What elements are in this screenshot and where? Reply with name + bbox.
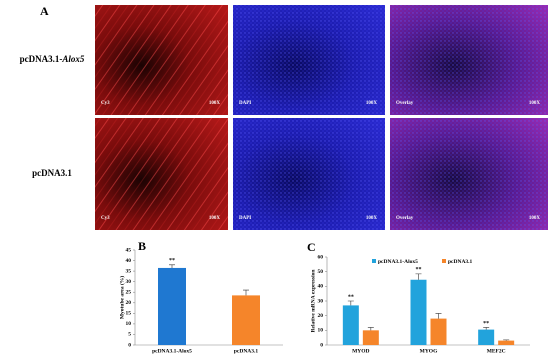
micrograph-texture	[390, 118, 548, 230]
legend-label: pcDNA3.1	[448, 259, 473, 265]
x-tick-label: pcDNA3.1-Alox5	[152, 348, 192, 354]
row-label: pcDNA3.1	[32, 168, 72, 178]
bar	[498, 340, 515, 345]
stain-label: DAPI	[239, 101, 251, 106]
stain-label: Cy3	[101, 216, 110, 221]
magnification-label: 100X	[366, 101, 378, 106]
x-tick-label: MEF2C	[487, 348, 506, 354]
micrograph-texture	[95, 118, 228, 230]
legend-swatch	[372, 259, 376, 263]
panel-label: B	[138, 239, 146, 253]
y-tick-label: 45	[126, 247, 132, 253]
row-label: pcDNA3.1-Alox5	[20, 54, 85, 64]
y-tick-label: 10	[318, 328, 324, 334]
x-tick-label: MYOD	[352, 348, 369, 354]
y-tick-label: 50	[318, 269, 324, 275]
bar	[158, 267, 186, 345]
error-bar	[347, 300, 354, 306]
row-label-text: pcDNA3.1-	[20, 54, 63, 64]
micrograph-texture	[390, 5, 548, 115]
y-axis-title: Myotube area (%)	[118, 276, 125, 319]
bar	[362, 330, 379, 345]
magnification-label: 100X	[366, 216, 378, 221]
micrograph-texture	[95, 5, 228, 115]
significance: **	[169, 258, 175, 264]
y-tick-label: 35	[126, 268, 132, 274]
x-tick-label: MYOG	[420, 348, 438, 354]
error-bar	[415, 273, 422, 280]
y-tick-label: 15	[126, 311, 132, 317]
micrograph-texture	[233, 5, 385, 115]
legend-label: pcDNA3.1-Alox5	[378, 259, 418, 265]
y-tick-label: 40	[318, 284, 324, 290]
error-bar	[367, 327, 374, 331]
magnification-label: 100X	[209, 101, 221, 106]
stain-label: Overlay	[396, 216, 414, 221]
magnification-label: 100X	[209, 216, 221, 221]
row-label-text: pcDNA3.1	[32, 168, 72, 178]
y-tick-label: 5	[128, 332, 131, 338]
bar	[342, 305, 359, 345]
y-tick-label: 40	[126, 258, 132, 264]
y-tick-label: 0	[128, 342, 131, 348]
magnification-label: 100X	[529, 101, 541, 106]
row-label-italic: Alox5	[61, 54, 85, 64]
y-axis-title: Relative mRNA expression	[310, 270, 316, 333]
stain-label: DAPI	[239, 216, 251, 221]
bar	[478, 329, 495, 345]
y-tick-label: 25	[126, 289, 132, 295]
significance: **	[416, 267, 422, 273]
y-tick-label: 30	[126, 279, 132, 285]
significance: **	[348, 294, 354, 300]
micrograph-texture	[233, 118, 385, 230]
y-tick-label: 20	[126, 300, 132, 306]
y-tick-label: 0	[320, 342, 323, 348]
stain-label: Overlay	[396, 101, 414, 106]
magnification-label: 100X	[529, 216, 541, 221]
bar	[410, 279, 427, 345]
stain-label: Cy3	[101, 101, 110, 106]
bar	[430, 318, 447, 345]
error-bar	[483, 327, 490, 330]
panel-label: C	[307, 240, 316, 254]
bar	[232, 295, 260, 345]
x-tick-label: pcDNA3.1	[234, 348, 259, 354]
legend-swatch	[442, 259, 446, 263]
y-tick-label: 30	[318, 298, 324, 304]
error-bar	[503, 339, 510, 341]
y-tick-label: 10	[126, 321, 132, 327]
error-bar	[243, 289, 249, 296]
error-bar	[169, 264, 175, 268]
error-bar	[435, 313, 442, 319]
y-tick-label: 60	[318, 254, 324, 260]
panel-label: A	[40, 4, 49, 18]
y-tick-label: 20	[318, 313, 324, 319]
significance: **	[483, 321, 489, 327]
